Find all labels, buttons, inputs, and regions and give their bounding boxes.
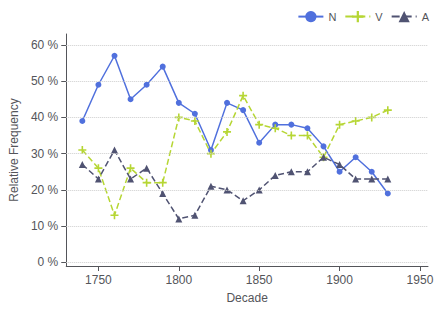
svg-text:0 %: 0 % [38,255,59,269]
svg-text:V: V [375,11,383,23]
svg-text:40 %: 40 % [31,110,59,124]
svg-text:1750: 1750 [85,273,112,287]
svg-text:A: A [422,11,430,23]
svg-text:N: N [328,11,336,23]
svg-text:10 %: 10 % [31,219,59,233]
svg-text:20 %: 20 % [31,183,59,197]
svg-text:Relative Frequency: Relative Frequency [7,98,21,201]
svg-text:1850: 1850 [246,273,273,287]
svg-text:1800: 1800 [165,273,192,287]
svg-text:50 %: 50 % [31,74,59,88]
svg-text:60 %: 60 % [31,38,59,52]
svg-text:1950: 1950 [407,273,434,287]
svg-text:1900: 1900 [326,273,353,287]
svg-text:30 %: 30 % [31,147,59,161]
svg-text:Decade: Decade [226,291,268,305]
